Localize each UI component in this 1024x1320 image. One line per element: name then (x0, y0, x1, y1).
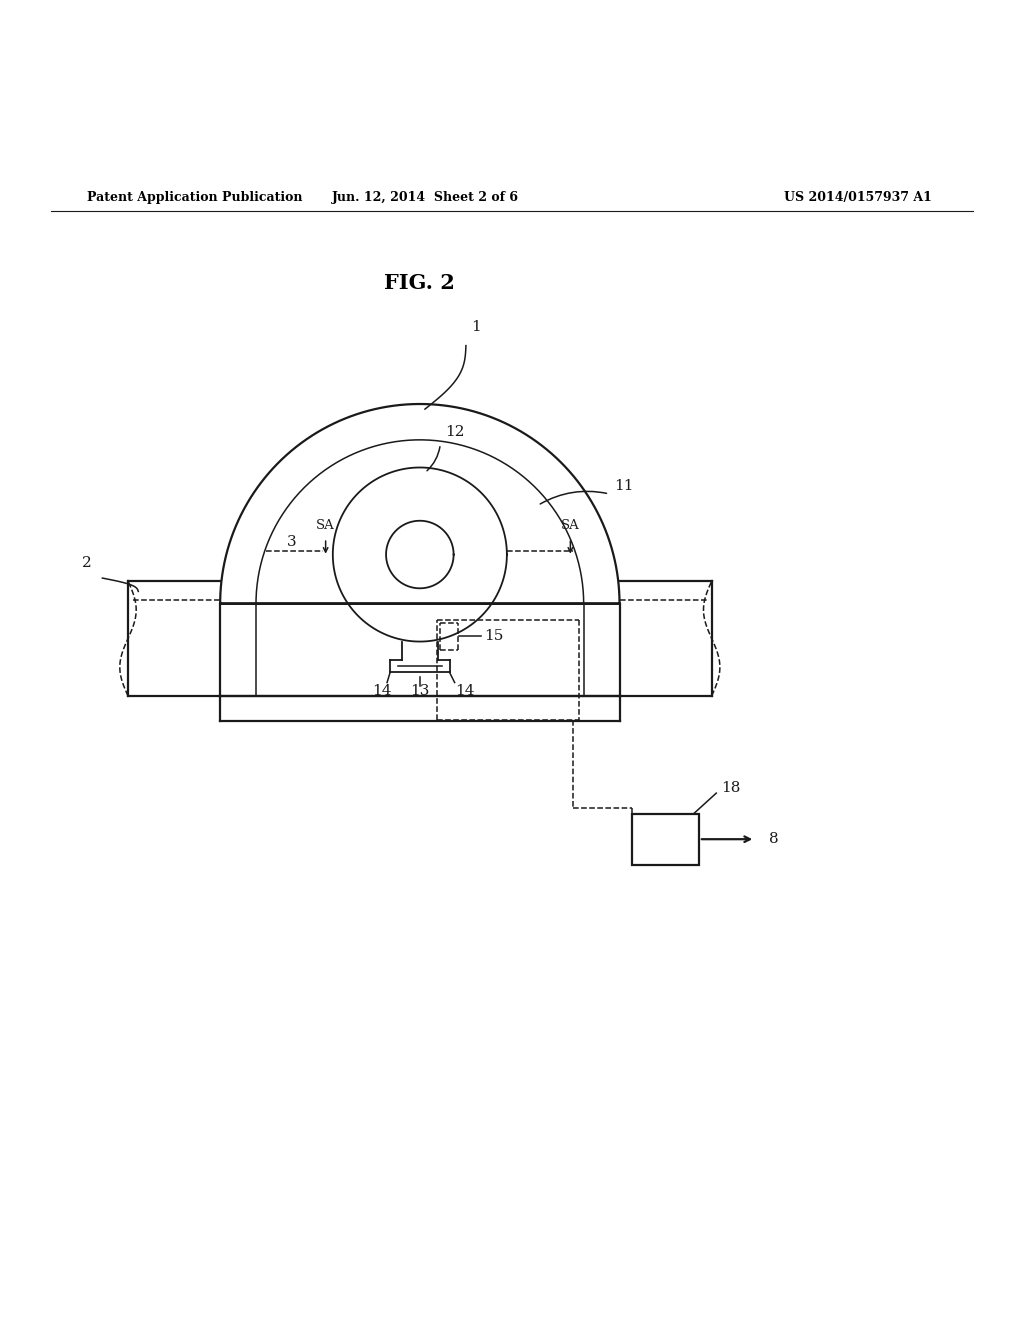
Text: 11: 11 (614, 479, 634, 492)
Text: 12: 12 (445, 425, 465, 438)
Text: Jun. 12, 2014  Sheet 2 of 6: Jun. 12, 2014 Sheet 2 of 6 (332, 191, 518, 205)
Text: 14: 14 (455, 684, 475, 698)
Text: 15: 15 (484, 630, 503, 643)
Text: Patent Application Publication: Patent Application Publication (87, 191, 302, 205)
Text: 2: 2 (82, 556, 92, 570)
Text: 13: 13 (411, 684, 429, 698)
Bar (632, 813, 698, 865)
Text: FIG. 2: FIG. 2 (384, 273, 456, 293)
Text: 14: 14 (372, 684, 392, 698)
Text: 1: 1 (471, 321, 481, 334)
Text: 18: 18 (721, 781, 740, 795)
Text: 3: 3 (287, 535, 297, 549)
Text: US 2014/0157937 A1: US 2014/0157937 A1 (784, 191, 932, 205)
Text: SA: SA (316, 519, 335, 532)
Text: SA: SA (561, 519, 580, 532)
Text: 8: 8 (769, 832, 778, 846)
